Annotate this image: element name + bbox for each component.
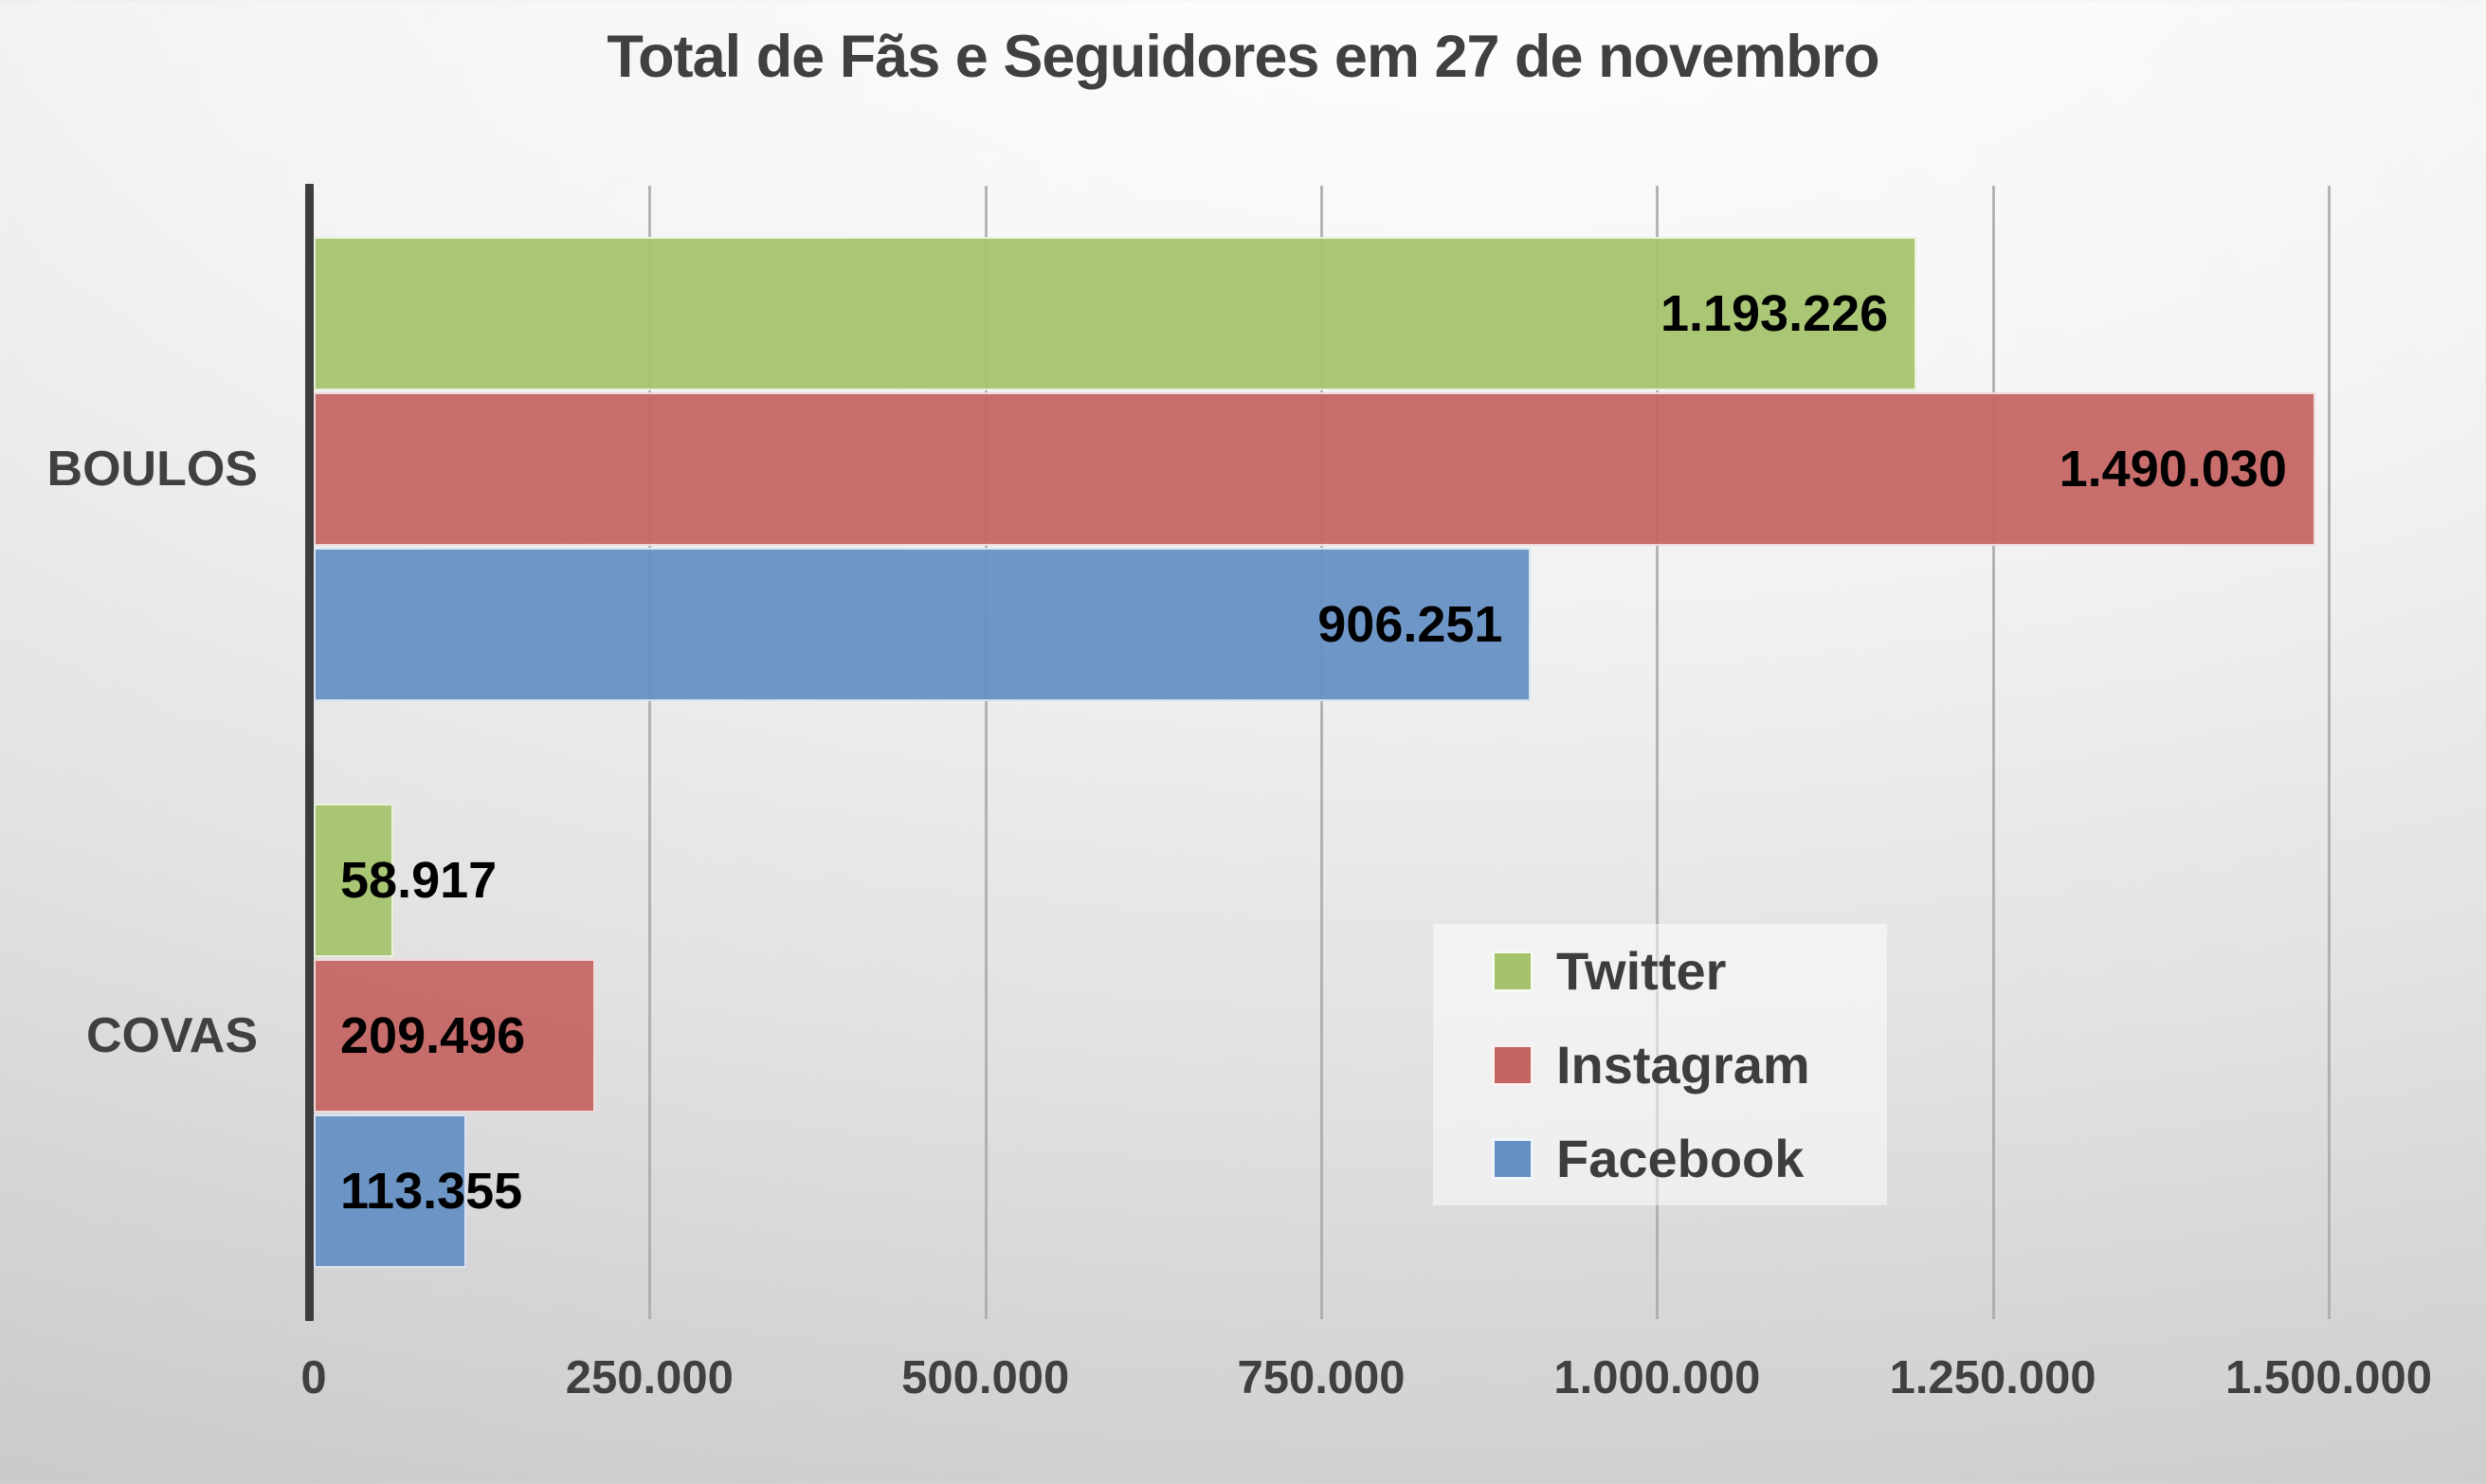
bar-boulos-instagram [314, 392, 2315, 546]
legend-item-facebook: Facebook [1492, 1128, 1887, 1189]
bar-value-label-boulos-twitter: 1.193.226 [1660, 285, 1889, 342]
legend-label-twitter: Twitter [1556, 941, 1727, 1001]
x-tick-label-0: 0 [300, 1352, 327, 1403]
gridline [1656, 186, 1660, 1319]
category-label-boulos: BOULOS [46, 442, 258, 497]
bar-value-label-covas-facebook: 113.355 [340, 1163, 523, 1220]
gridline [648, 186, 652, 1319]
gridline [1991, 186, 1995, 1319]
legend-item-instagram: Instagram [1492, 1034, 1887, 1095]
x-tick-label-750-000: 750.000 [1237, 1352, 1406, 1403]
bar-covas-twitter [314, 804, 393, 957]
x-tick-label-250-000: 250.000 [565, 1352, 734, 1403]
bar-boulos-facebook [314, 548, 1532, 701]
x-tick-label-1-500-000: 1.500.000 [2225, 1352, 2432, 1403]
legend-swatch-facebook [1492, 1137, 1533, 1180]
x-tick-label-500-000: 500.000 [901, 1352, 1070, 1403]
gridline [984, 186, 988, 1319]
bar-covas-facebook [314, 1114, 466, 1268]
bar-value-label-covas-instagram: 209.496 [340, 1007, 526, 1064]
bar-covas-instagram [314, 959, 595, 1113]
chart-title: Total de Fãs e Seguidores em 27 de novem… [607, 24, 1879, 90]
category-label-covas: COVAS [85, 1008, 258, 1063]
x-tick-label-1-000-000: 1.000.000 [1553, 1352, 1761, 1403]
gridline [1320, 186, 1323, 1319]
bar-value-label-covas-twitter: 58.917 [340, 852, 498, 909]
bar-value-label-boulos-instagram: 1.490.030 [2059, 441, 2287, 498]
legend-label-facebook: Facebook [1556, 1129, 1805, 1188]
bar-value-label-boulos-facebook: 906.251 [1317, 596, 1503, 653]
x-tick-label-1-250-000: 1.250.000 [1889, 1352, 2096, 1403]
bar-boulos-twitter [314, 237, 1917, 390]
y-axis-line [305, 184, 314, 1321]
legend-swatch-twitter [1492, 950, 1533, 992]
legend-swatch-instagram [1492, 1043, 1533, 1086]
legend-item-twitter: Twitter [1492, 940, 1887, 1002]
gridline [2328, 186, 2331, 1319]
legend: Twitter Instagram Facebook [1433, 924, 1887, 1205]
legend-label-instagram: Instagram [1556, 1035, 1810, 1095]
